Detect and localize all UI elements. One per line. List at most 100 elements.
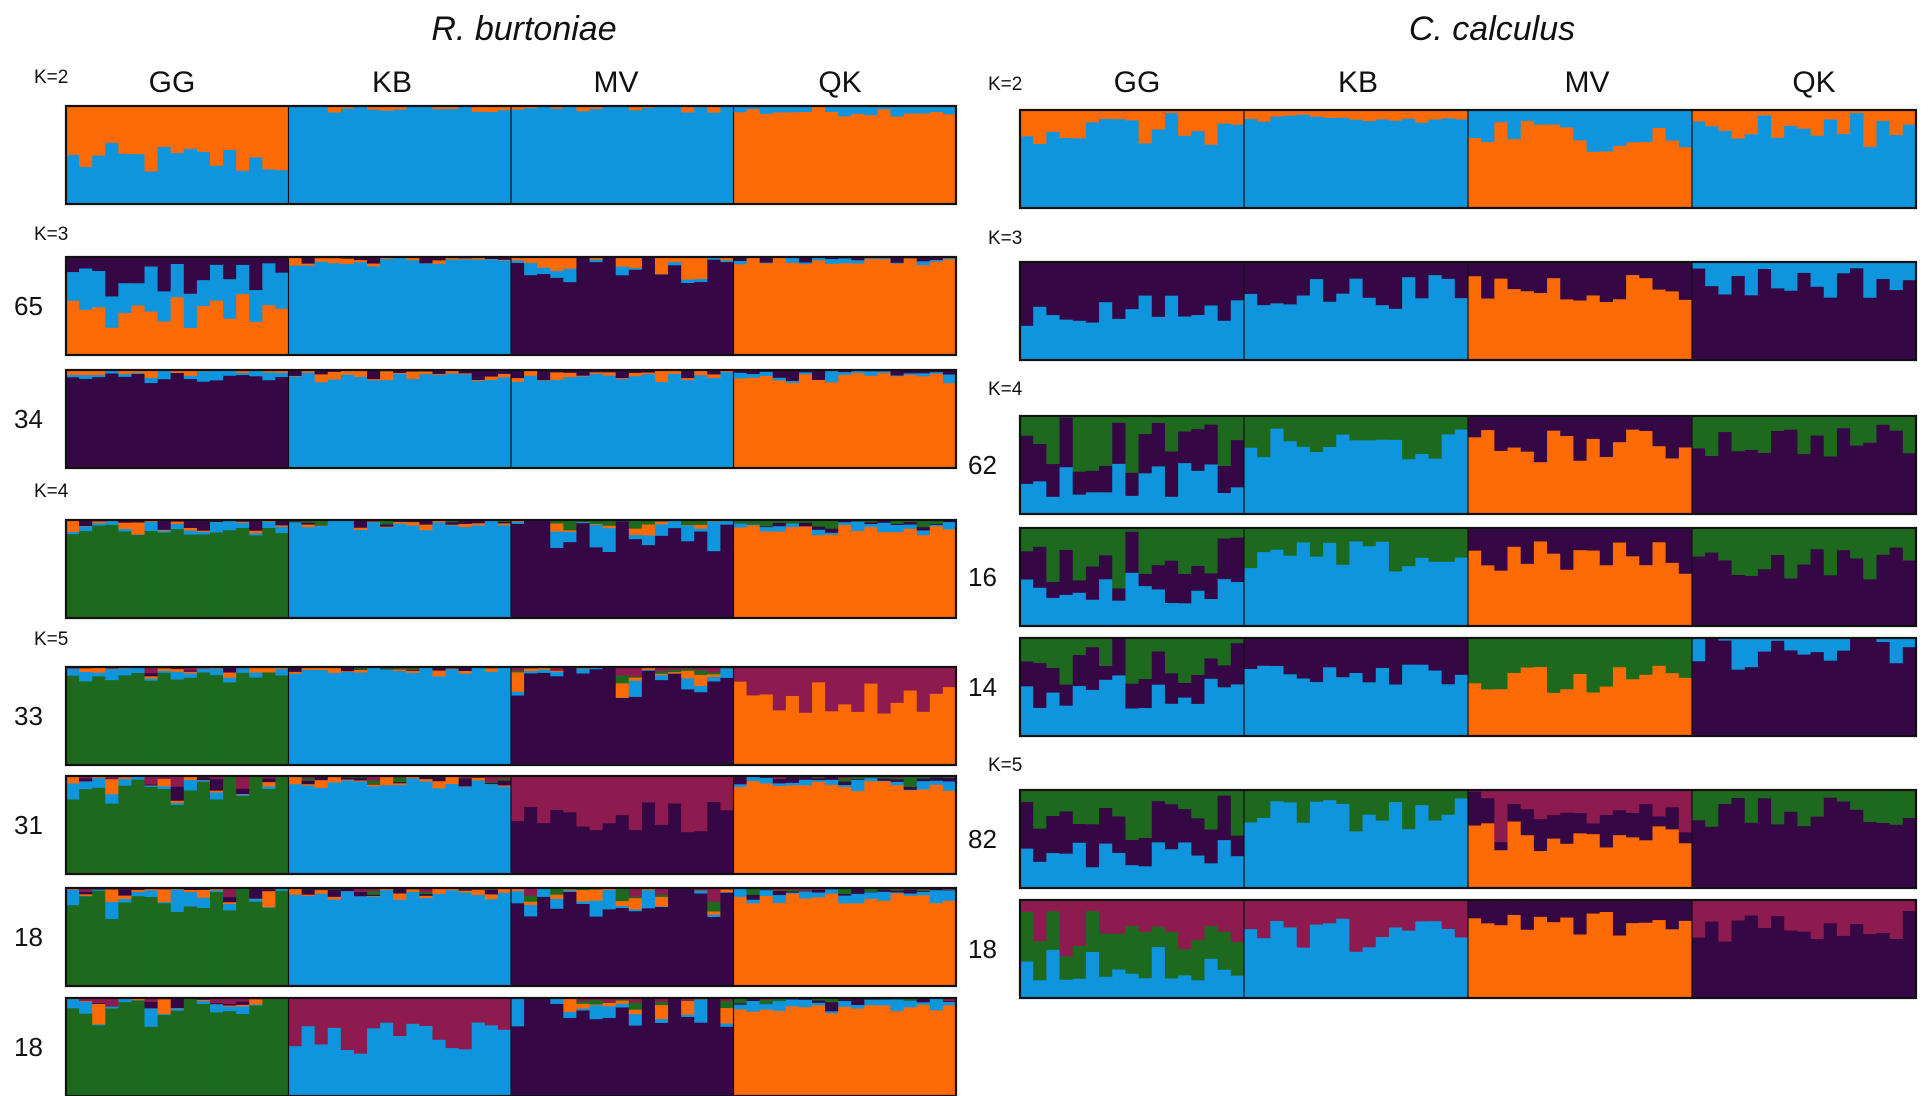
- ancestry-segment: [1665, 140, 1680, 209]
- ancestry-segment: [1020, 262, 1034, 326]
- ancestry-segment: [393, 106, 407, 110]
- ancestry-segment: [419, 897, 434, 987]
- ancestry-segment: [1560, 569, 1575, 627]
- ancestry-segment: [380, 888, 394, 891]
- ancestry-segment: [628, 1013, 643, 1026]
- ancestry-segment: [1823, 574, 1838, 627]
- ancestry-segment: [262, 906, 277, 908]
- ancestry-segment: [157, 998, 172, 1015]
- ancestry-segment: [1718, 431, 1733, 515]
- ancestry-segment: [864, 114, 879, 205]
- ancestry-segment: [79, 530, 93, 619]
- ancestry-segment: [524, 673, 538, 766]
- ancestry-segment: [1296, 542, 1311, 627]
- ancestry-segment: [1020, 435, 1034, 484]
- ancestry-segment: [1349, 110, 1364, 120]
- ancestry-segment: [223, 370, 237, 376]
- ancestry-segment: [118, 531, 133, 619]
- ancestry-segment: [353, 259, 368, 263]
- ancestry-segment: [733, 1003, 748, 1005]
- ancestry-segment: [576, 520, 591, 523]
- ancestry-segment: [275, 308, 290, 356]
- ancestry-segment: [419, 888, 434, 893]
- ancestry-segment: [1731, 528, 1746, 575]
- ancestry-segment: [1784, 290, 1799, 361]
- ancestry-segment: [1085, 823, 1100, 868]
- ancestry-segment: [1520, 929, 1535, 999]
- ancestry-segment: [524, 776, 538, 807]
- ancestry-segment: [1784, 811, 1799, 889]
- ancestry-segment: [1336, 110, 1351, 118]
- ancestry-segment: [759, 531, 774, 619]
- ancestry-segment: [1204, 958, 1219, 999]
- ancestry-segment: [445, 257, 460, 260]
- ancestry-segment: [1612, 416, 1627, 443]
- ancestry-segment: [812, 778, 826, 781]
- ancestry-segment: [1138, 528, 1153, 574]
- ancestry-segment: [615, 999, 630, 1001]
- ancestry-segment: [1244, 262, 1258, 294]
- ancestry-segment: [759, 526, 774, 528]
- ancestry-segment: [183, 888, 198, 891]
- ancestry-segment: [1520, 110, 1535, 122]
- ancestry-segment: [419, 781, 434, 875]
- ancestry-segment: [720, 257, 735, 261]
- ancestry-segment: [419, 106, 434, 205]
- ancestry-segment: [890, 376, 905, 469]
- ancestry-segment: [602, 776, 617, 824]
- ancestry-segment: [877, 531, 892, 619]
- ancestry-segment: [759, 375, 774, 469]
- ancestry-segment: [196, 780, 211, 782]
- ancestry-segment: [1784, 578, 1799, 627]
- ancestry-segment: [785, 889, 800, 892]
- ancestry-segment: [1823, 900, 1838, 924]
- ancestry-segment: [524, 257, 538, 263]
- ancestry-segment: [759, 694, 774, 766]
- ancestry-segment: [1771, 790, 1785, 825]
- ancestry-segment: [537, 267, 551, 275]
- ancestry-segment: [1771, 824, 1785, 889]
- ancestry-segment: [1151, 564, 1166, 590]
- ancestry-segment: [707, 914, 722, 917]
- ancestry-segment: [916, 780, 931, 790]
- ancestry-segment: [1059, 110, 1074, 138]
- ancestry-segment: [66, 154, 80, 205]
- ancestry-segment: [1599, 151, 1614, 209]
- ancestry-segment: [1889, 662, 1904, 737]
- ancestry-segment: [262, 169, 277, 205]
- ancestry-segment: [1468, 262, 1482, 277]
- ancestry-segment: [432, 370, 447, 375]
- ancestry-segment: [1573, 790, 1588, 814]
- ancestry-segment: [1468, 275, 1482, 361]
- ancestry-segment: [419, 895, 434, 899]
- ancestry-segment: [825, 263, 839, 356]
- plot-frame: [1018, 788, 1918, 890]
- ancestry-segment: [1494, 278, 1509, 361]
- ancestry-segment: [1705, 285, 1719, 361]
- ancestry-segment: [1586, 151, 1601, 209]
- ancestry-segment: [1085, 866, 1100, 889]
- ancestry-segment: [1823, 660, 1838, 737]
- ancestry-segment: [812, 667, 826, 683]
- ancestry-segment: [1705, 900, 1719, 922]
- ancestry-segment: [929, 259, 944, 262]
- ancestry-segment: [105, 370, 119, 374]
- ancestry-segment: [615, 907, 630, 987]
- ancestry-segment: [550, 908, 564, 987]
- ancestry-segment: [628, 106, 643, 111]
- ancestry-segment: [1718, 528, 1733, 561]
- ancestry-segment: [825, 784, 839, 875]
- ancestry-segment: [275, 257, 290, 273]
- ancestry-segment: [183, 889, 198, 893]
- ancestry-segment: [707, 370, 722, 375]
- ancestry-segment: [157, 370, 172, 380]
- ancestry-segment: [589, 523, 604, 525]
- ancestry-segment: [1217, 110, 1232, 124]
- structure-plot-row: [1018, 526, 1918, 628]
- ancestry-segment: [929, 777, 944, 781]
- ancestry-segment: [1112, 422, 1127, 464]
- ancestry-segment: [589, 106, 604, 109]
- ancestry-segment: [694, 281, 708, 356]
- ancestry-segment: [628, 520, 643, 529]
- ancestry-segment: [1125, 572, 1140, 627]
